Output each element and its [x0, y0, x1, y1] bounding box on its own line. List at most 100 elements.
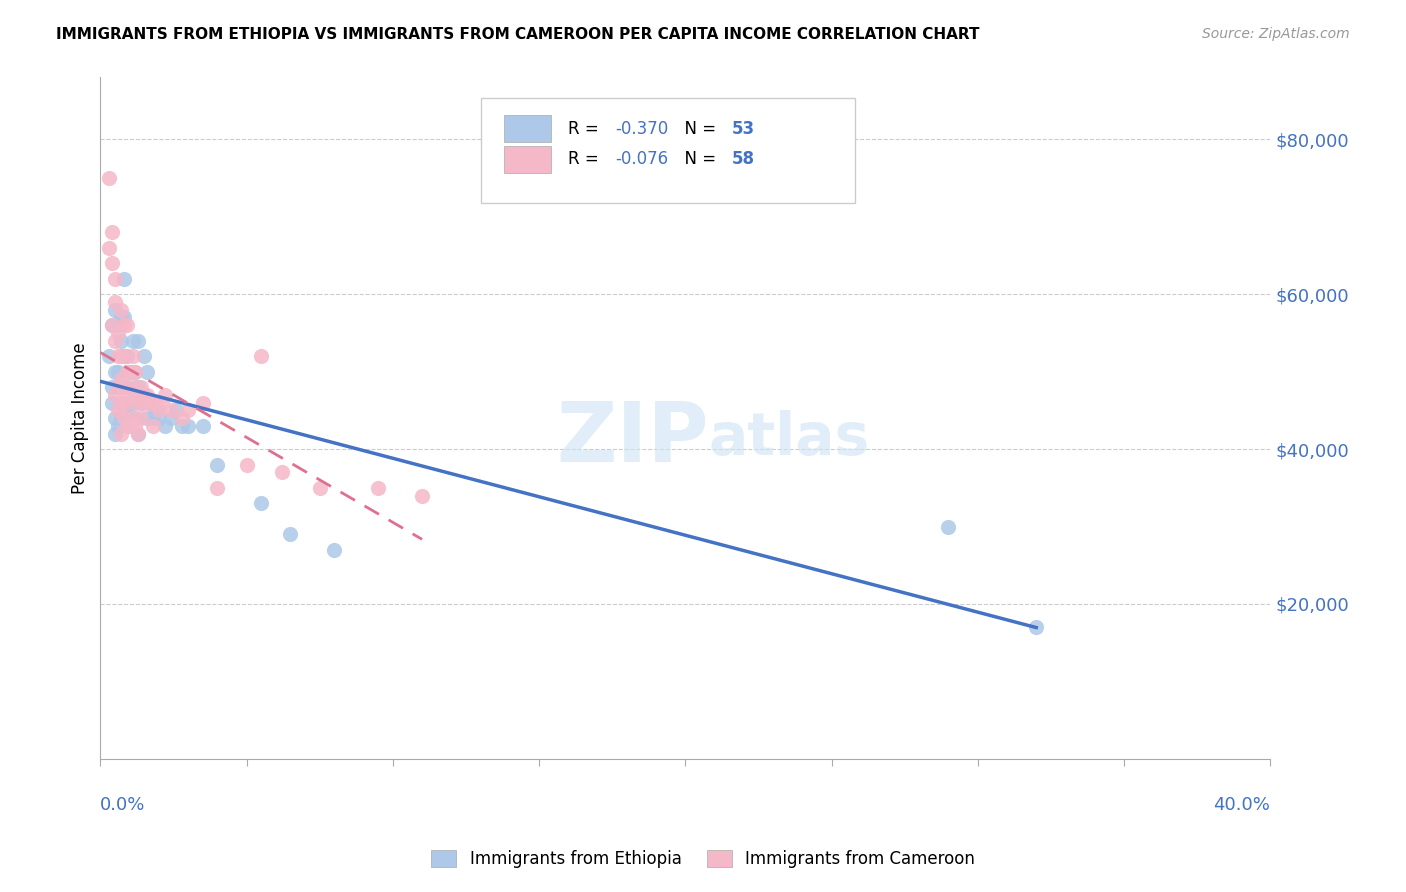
- Point: [145, 395, 167, 409]
- Point: [110, 380, 132, 394]
- Point: [127, 380, 149, 394]
- Point: [153, 418, 176, 433]
- Point: [153, 388, 176, 402]
- Point: [142, 411, 165, 425]
- Point: [139, 395, 162, 409]
- Point: [191, 418, 214, 433]
- Point: [112, 349, 135, 363]
- Text: ZIP: ZIP: [557, 398, 709, 479]
- Point: [280, 527, 302, 541]
- Point: [129, 380, 152, 394]
- Point: [118, 388, 141, 402]
- Text: 0.0%: 0.0%: [100, 797, 146, 814]
- Point: [112, 380, 135, 394]
- Point: [110, 349, 132, 363]
- Point: [127, 395, 149, 409]
- Text: R =: R =: [568, 120, 605, 137]
- Text: N =: N =: [673, 120, 721, 137]
- Point: [101, 395, 124, 409]
- Point: [115, 349, 138, 363]
- Point: [148, 403, 170, 417]
- Point: [104, 271, 127, 285]
- Point: [148, 411, 170, 425]
- Text: atlas: atlas: [709, 410, 870, 467]
- Point: [129, 411, 152, 425]
- Point: [110, 411, 132, 425]
- Text: Source: ZipAtlas.com: Source: ZipAtlas.com: [1202, 27, 1350, 41]
- Point: [107, 349, 129, 363]
- Point: [107, 365, 129, 379]
- Point: [118, 395, 141, 409]
- Point: [127, 334, 149, 348]
- Text: -0.370: -0.370: [614, 120, 668, 137]
- Point: [118, 418, 141, 433]
- Text: 53: 53: [733, 120, 755, 137]
- Point: [104, 388, 127, 402]
- Point: [172, 411, 194, 425]
- Point: [110, 372, 132, 386]
- Point: [101, 225, 124, 239]
- Point: [177, 403, 200, 417]
- Point: [142, 418, 165, 433]
- Point: [101, 318, 124, 333]
- Point: [134, 395, 156, 409]
- Point: [104, 365, 127, 379]
- Point: [136, 411, 159, 425]
- Point: [177, 418, 200, 433]
- Point: [308, 481, 330, 495]
- Point: [98, 241, 121, 255]
- Point: [139, 395, 162, 409]
- Point: [136, 365, 159, 379]
- Point: [121, 380, 143, 394]
- Point: [121, 395, 143, 409]
- Point: [101, 380, 124, 394]
- Y-axis label: Per Capita Income: Per Capita Income: [72, 343, 89, 494]
- Point: [134, 388, 156, 402]
- Point: [124, 388, 146, 402]
- Point: [118, 365, 141, 379]
- Point: [112, 403, 135, 417]
- Point: [112, 349, 135, 363]
- Text: N =: N =: [673, 150, 721, 169]
- Point: [110, 302, 132, 317]
- Point: [112, 310, 135, 325]
- Point: [101, 318, 124, 333]
- Point: [250, 496, 273, 510]
- Point: [115, 365, 138, 379]
- Point: [121, 349, 143, 363]
- Point: [115, 395, 138, 409]
- Point: [115, 418, 138, 433]
- Point: [121, 334, 143, 348]
- Point: [165, 403, 187, 417]
- Point: [235, 458, 257, 472]
- Point: [1025, 620, 1047, 634]
- Point: [112, 411, 135, 425]
- Point: [127, 426, 149, 441]
- Text: IMMIGRANTS FROM ETHIOPIA VS IMMIGRANTS FROM CAMEROON PER CAPITA INCOME CORRELATI: IMMIGRANTS FROM ETHIOPIA VS IMMIGRANTS F…: [56, 27, 980, 42]
- Point: [110, 426, 132, 441]
- Point: [101, 256, 124, 270]
- Point: [110, 310, 132, 325]
- Point: [323, 542, 346, 557]
- Point: [145, 403, 167, 417]
- Point: [110, 395, 132, 409]
- Point: [207, 481, 229, 495]
- Point: [127, 426, 149, 441]
- Point: [107, 418, 129, 433]
- FancyBboxPatch shape: [481, 98, 855, 203]
- Point: [124, 411, 146, 425]
- Point: [191, 395, 214, 409]
- Point: [124, 365, 146, 379]
- Text: R =: R =: [568, 150, 605, 169]
- Text: 40.0%: 40.0%: [1213, 797, 1270, 814]
- Point: [112, 318, 135, 333]
- Point: [172, 418, 194, 433]
- Legend: Immigrants from Ethiopia, Immigrants from Cameroon: Immigrants from Ethiopia, Immigrants fro…: [425, 843, 981, 875]
- Point: [411, 489, 433, 503]
- Point: [104, 302, 127, 317]
- Point: [250, 349, 273, 363]
- Point: [115, 318, 138, 333]
- Point: [107, 403, 129, 417]
- Point: [121, 411, 143, 425]
- Point: [104, 411, 127, 425]
